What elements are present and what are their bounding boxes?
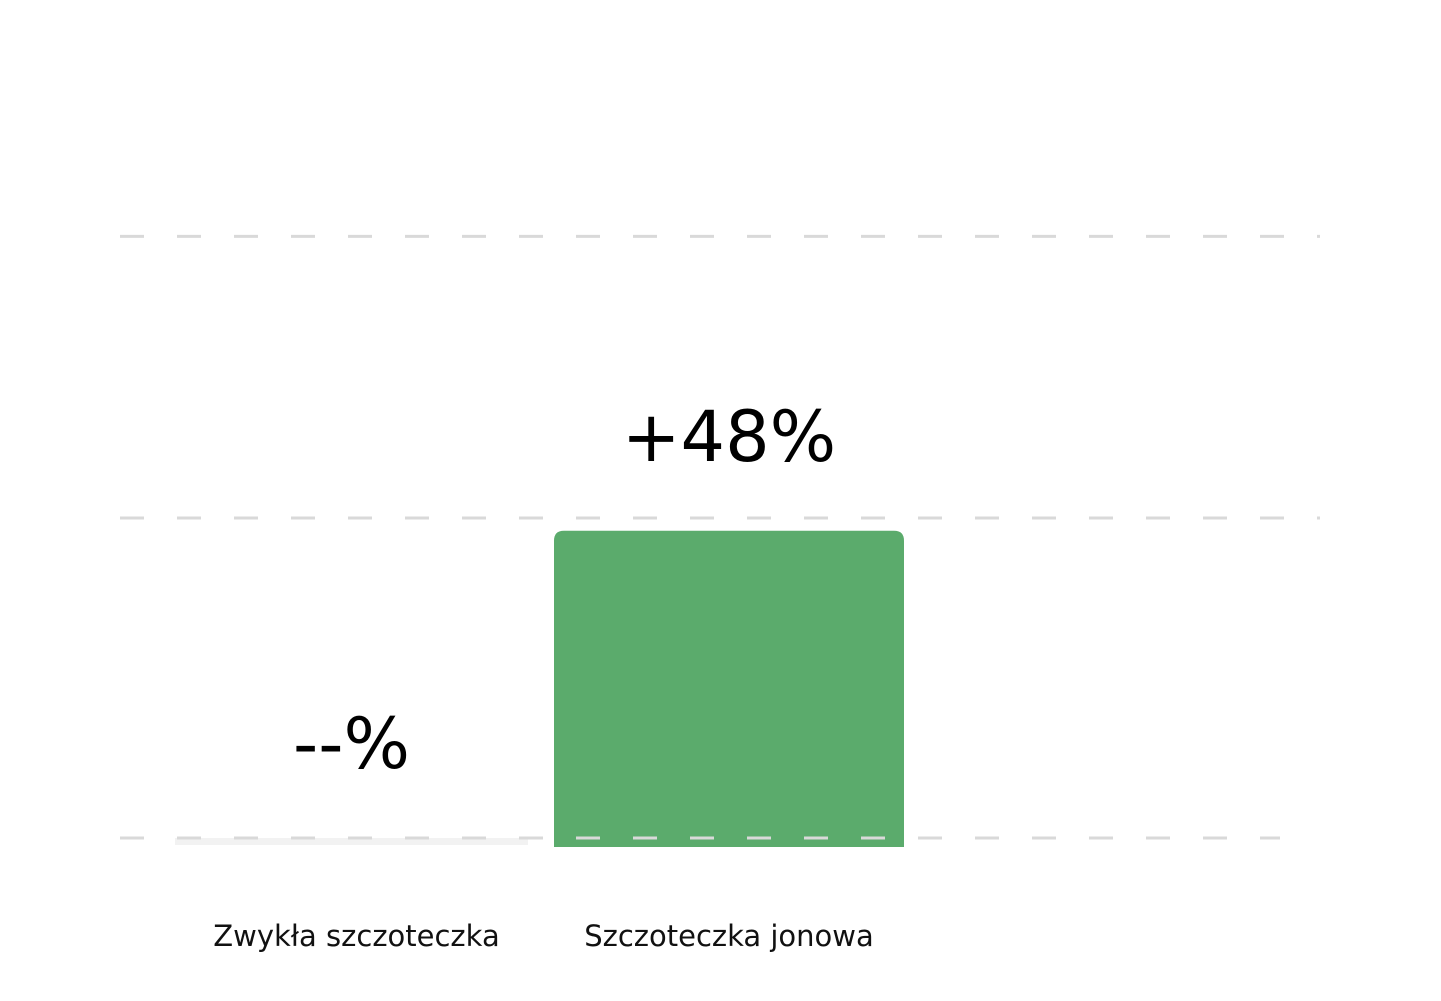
data-label-1: +48% — [622, 396, 836, 478]
bar-0 — [175, 838, 528, 845]
data-label-0: --% — [293, 703, 410, 785]
bar-1 — [554, 530, 904, 847]
category-label-1: Szczoteczka jonowa — [584, 919, 874, 953]
category-label-0: Zwykła szczoteczka — [213, 919, 499, 953]
